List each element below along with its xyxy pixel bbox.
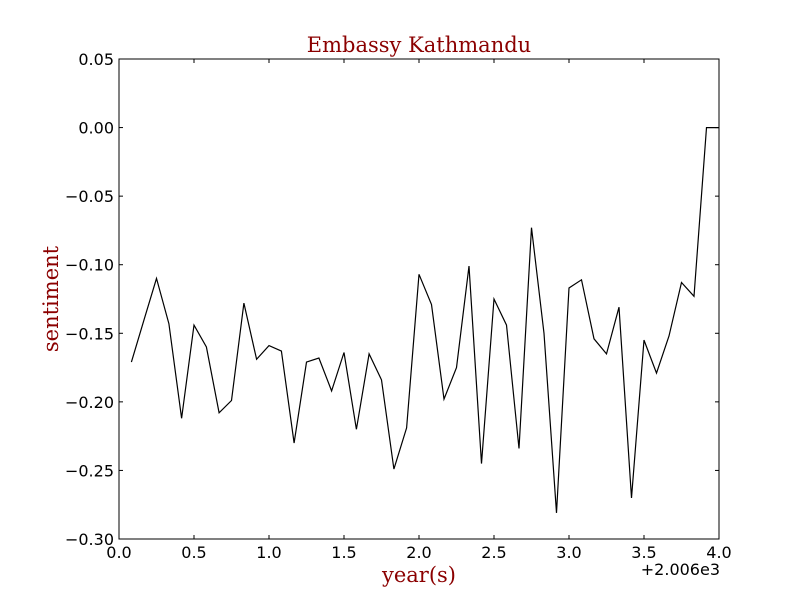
x-tick-label: 3.5 [631,543,656,562]
y-axis-label: sentiment [39,245,63,352]
x-tick-label: 1.5 [331,543,356,562]
x-axis-offset-label: +2.006e3 [641,560,720,579]
ticks-layer [118,58,720,540]
x-tick-label: 0.5 [181,543,206,562]
y-tick-label: 0.05 [78,50,114,69]
y-tick-label: 0.00 [78,119,114,138]
chart-title: Embassy Kathmandu [307,33,531,57]
x-tick-label: 1.0 [256,543,281,562]
x-axis-label: year(s) [381,563,456,587]
y-tick-label: −0.30 [65,530,114,549]
y-tick-label: −0.20 [65,393,114,412]
y-tick-label: −0.05 [65,187,114,206]
tick-labels-layer: 0.0 0.5 1.0 1.5 2.0 2.5 3.0 3.5 4.0 0.05 0.00 −0.05… [65,50,732,562]
y-tick-label: −0.15 [65,324,114,343]
series-layer [130,126,719,513]
x-tick-label: 2.0 [406,543,431,562]
plot-area [119,59,719,539]
x-tick-label: 3.0 [556,543,581,562]
x-tick-label: 4.0 [706,543,731,562]
series-line [130,126,719,513]
x-tick-label: 0.0 [106,543,131,562]
x-tick-label: 2.5 [481,543,506,562]
y-tick-label: −0.25 [65,461,114,480]
y-tick-label: −0.10 [65,256,114,275]
